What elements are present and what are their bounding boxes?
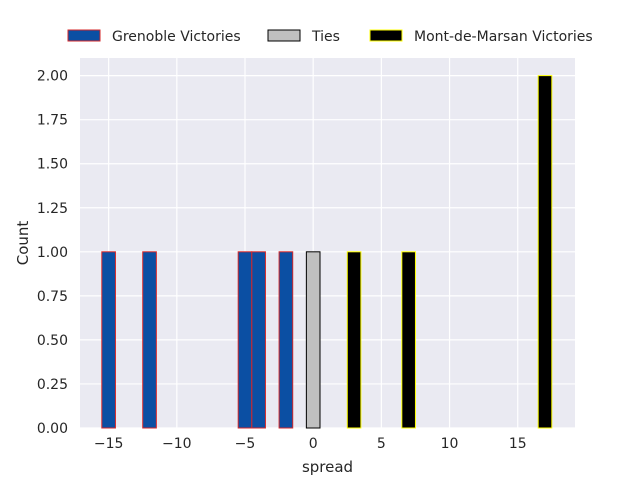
- x-tick-label: 10: [441, 436, 459, 452]
- bar: [101, 251, 116, 429]
- legend-label: Ties: [311, 29, 340, 45]
- legend-item: Mont-de-Marsan Victories: [369, 29, 593, 45]
- x-tick-label: 0: [309, 436, 318, 452]
- x-tick-label: −10: [162, 436, 192, 452]
- y-tick-label: 0.25: [37, 377, 68, 393]
- grid-lines: [80, 58, 575, 429]
- legend: Grenoble Victories Ties Mont-de-Marsan Vic…: [67, 29, 593, 45]
- bar: [305, 251, 321, 429]
- x-tick-label: 15: [509, 436, 527, 452]
- y-tick-label: 2.00: [37, 69, 68, 85]
- legend-item: Ties: [267, 29, 340, 45]
- y-tick-label: 0.50: [37, 333, 68, 349]
- legend-label: Grenoble Victories: [112, 29, 241, 45]
- bar: [346, 251, 362, 429]
- legend-swatch: [67, 29, 101, 42]
- bar: [142, 251, 157, 429]
- legend-label: Mont-de-Marsan Victories: [414, 29, 593, 45]
- x-tick-label: −15: [94, 436, 124, 452]
- x-tick-label: −5: [235, 436, 256, 452]
- bar: [537, 75, 553, 429]
- y-tick-label: 1.00: [37, 245, 68, 261]
- y-tick-label: 1.50: [37, 157, 68, 173]
- legend-item: Grenoble Victories: [67, 29, 241, 45]
- bars: [101, 75, 553, 429]
- legend-swatch: [369, 29, 403, 42]
- x-tick-label: 5: [377, 436, 386, 452]
- y-tick-label: 1.75: [37, 113, 68, 129]
- bar: [401, 251, 416, 429]
- y-tick-labels: 0.00 0.25 0.50 0.75 1.00 1.25 1.50 1.75 2.00: [37, 69, 68, 437]
- bar: [251, 251, 266, 429]
- legend-swatch: [267, 29, 301, 42]
- bar: [237, 251, 253, 429]
- y-axis-label: Count: [14, 221, 32, 266]
- y-tick-label: 1.25: [37, 201, 68, 217]
- y-tick-label: 0.00: [37, 421, 68, 437]
- x-tick-labels: −15 −10 −5 0 5 10 15: [94, 436, 527, 452]
- x-axis-label: spread: [302, 458, 353, 476]
- bar: [278, 251, 294, 429]
- y-tick-label: 0.75: [37, 289, 68, 305]
